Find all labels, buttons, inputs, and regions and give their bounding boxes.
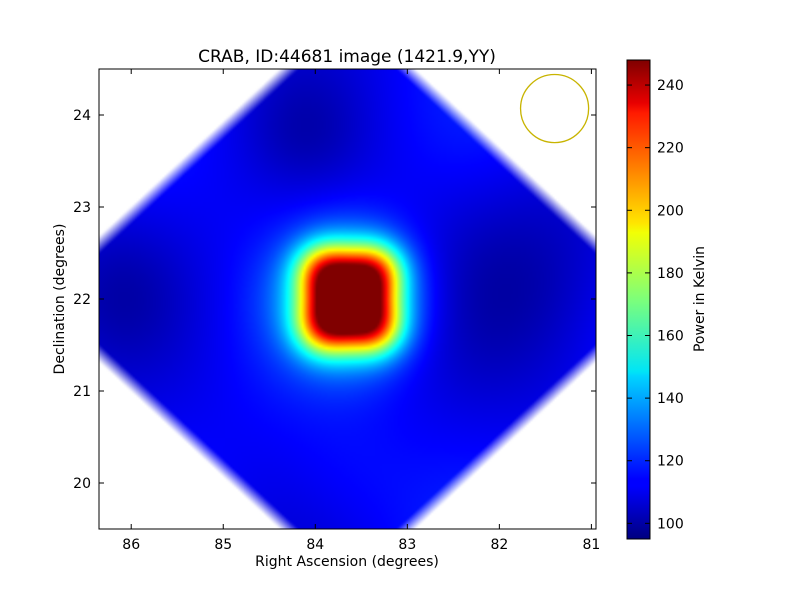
colorbar-tick-label: 120 — [657, 454, 684, 470]
x-tick-label: 85 — [214, 537, 232, 553]
y-tick-label: 23 — [73, 200, 91, 216]
beam-circle — [519, 73, 590, 144]
y-axis-label: Declination (degrees) — [52, 224, 68, 375]
colorbar-tick-label: 160 — [657, 329, 684, 345]
x-tick-label: 82 — [490, 537, 508, 553]
colorbar-tick-label: 220 — [657, 141, 684, 157]
heatmap-image — [99, 69, 596, 529]
x-axis-ticks: 86 85 84 83 82 81 — [122, 69, 600, 553]
x-tick-label: 84 — [306, 537, 324, 553]
x-axis-label: Right Ascension (degrees) — [255, 554, 439, 570]
colorbar — [626, 59, 651, 540]
y-tick-label: 24 — [73, 108, 91, 124]
y-tick-label: 21 — [73, 384, 91, 400]
y-tick-label: 20 — [73, 476, 91, 492]
colorbar-tick-label: 140 — [657, 391, 684, 407]
colorbar-tick-label: 240 — [657, 78, 684, 94]
colorbar-tick-label: 200 — [657, 203, 684, 219]
colorbar-tick-label: 180 — [657, 266, 684, 282]
x-tick-label: 83 — [398, 537, 416, 553]
x-tick-label: 81 — [582, 537, 600, 553]
colorbar-label: Power in Kelvin — [692, 246, 708, 352]
y-tick-label: 22 — [73, 292, 91, 308]
chart-title: CRAB, ID:44681 image (1421.9,YY) — [198, 47, 496, 67]
x-tick-label: 86 — [122, 537, 140, 553]
colorbar-tick-label: 100 — [657, 516, 684, 532]
y-axis-ticks: 20 21 22 23 24 — [73, 108, 596, 492]
colorbar-ticks: 100 120 140 160 180 200 220 240 — [627, 78, 684, 532]
